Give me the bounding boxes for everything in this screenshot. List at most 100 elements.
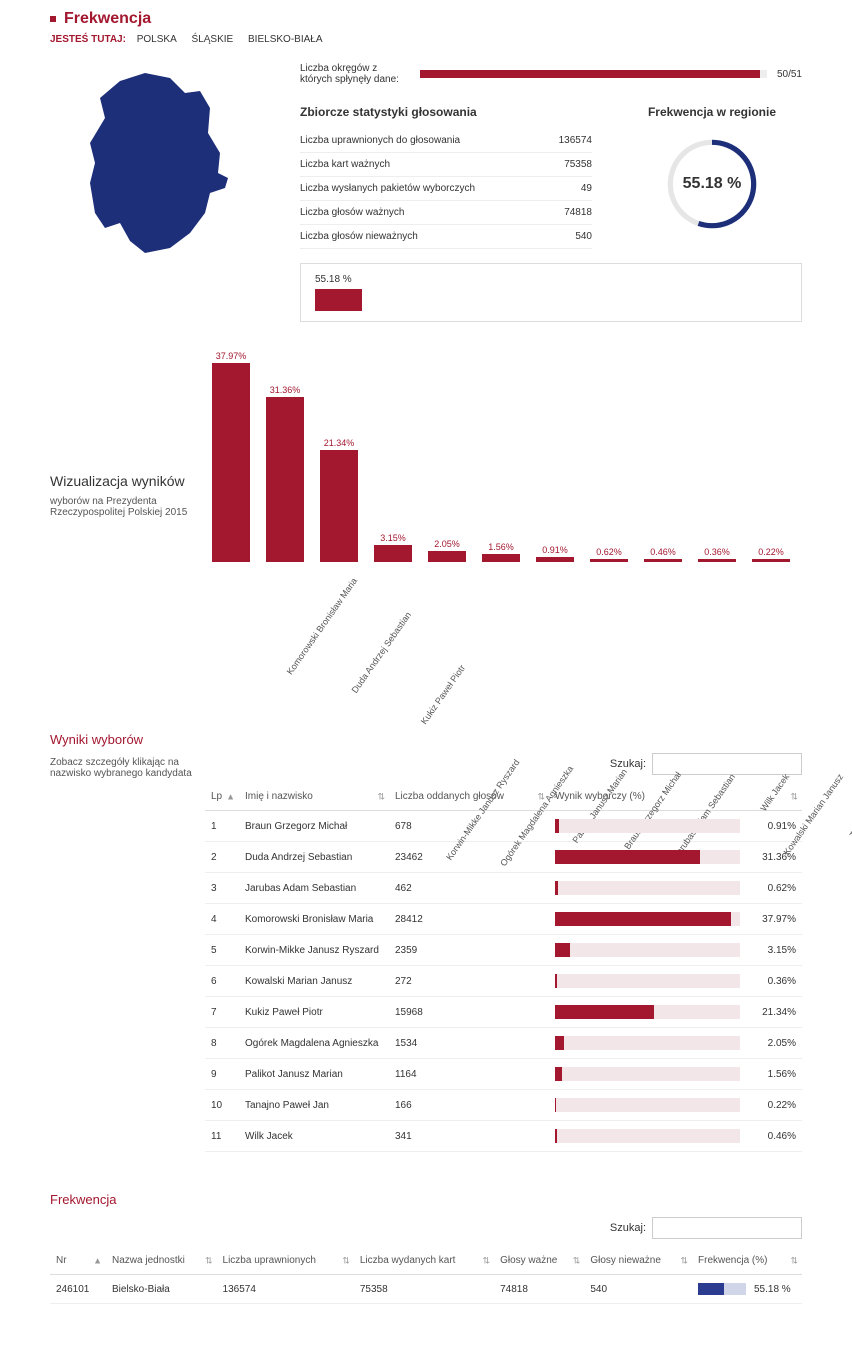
col-eligible[interactable]: Liczba uprawnionych⇅: [217, 1247, 354, 1275]
table-row[interactable]: 5Korwin-Mikke Janusz Ryszard23593.15%: [205, 935, 802, 966]
sort-icon: ⇅: [483, 1258, 491, 1263]
stat-label: Liczba głosów ważnych: [300, 201, 545, 225]
table-row[interactable]: 10Tanajno Paweł Jan1660.22%: [205, 1090, 802, 1121]
bar-value: 0.46%: [650, 547, 676, 557]
cell-valid: 74818: [494, 1275, 584, 1304]
col-freq[interactable]: Frekwencja (%)⇅: [692, 1247, 802, 1275]
cell-name[interactable]: Kowalski Marian Janusz: [239, 966, 389, 997]
breadcrumb-item[interactable]: ŚLĄSKIE: [192, 34, 234, 45]
bar-slot[interactable]: 2.05%Ogórek Magdalena Agnieszka: [420, 539, 474, 562]
bar-slot[interactable]: 0.46%Wilk Jacek: [636, 547, 690, 562]
table-row[interactable]: 1Braun Grzegorz Michał6780.91%: [205, 811, 802, 842]
sort-icon: ⇅: [537, 794, 545, 799]
sort-icon: ⇅: [680, 1258, 688, 1263]
sort-asc-icon: ▲: [226, 794, 235, 799]
voting-stats-title: Zbiorcze statystyki głosowania: [300, 105, 592, 119]
bar-value: 0.22%: [758, 547, 784, 557]
col-pct[interactable]: Wynik wyborczy (%)⇅: [549, 783, 802, 811]
cell-votes: 1534: [389, 1028, 549, 1059]
breadcrumb-item[interactable]: POLSKA: [137, 34, 177, 45]
cell-name[interactable]: Palikot Janusz Marian: [239, 1059, 389, 1090]
bar-rect: [536, 557, 575, 562]
bar-rect: [482, 554, 521, 562]
bar-slot[interactable]: 0.22%Tanajno Paweł Jan: [744, 547, 798, 562]
voting-stats-table: Liczba uprawnionych do głosowania136574L…: [300, 129, 592, 249]
stat-label: Liczba głosów nieważnych: [300, 225, 545, 249]
col-cards[interactable]: Liczba wydanych kart⇅: [354, 1247, 494, 1275]
cell-eligible: 136574: [217, 1275, 354, 1304]
table-row[interactable]: 11Wilk Jacek3410.46%: [205, 1121, 802, 1152]
col-nr[interactable]: Nr▲: [50, 1247, 106, 1275]
bar-slot[interactable]: 0.91%Braun Grzegorz Michał: [528, 545, 582, 562]
bar-rect: [590, 559, 629, 562]
cell-votes: 462: [389, 873, 549, 904]
bar-slot[interactable]: 1.56%Palikot Janusz Marian: [474, 542, 528, 562]
bar-rect: [644, 559, 683, 562]
cell-name[interactable]: Tanajno Paweł Jan: [239, 1090, 389, 1121]
stat-label: Liczba uprawnionych do głosowania: [300, 129, 545, 153]
col-lp[interactable]: Lp▲: [205, 783, 239, 811]
cell-name[interactable]: Braun Grzegorz Michał: [239, 811, 389, 842]
cell-cards: 75358: [354, 1275, 494, 1304]
cell-name[interactable]: Korwin-Mikke Janusz Ryszard: [239, 935, 389, 966]
freq-search-input[interactable]: [652, 1217, 802, 1239]
stat-value: 74818: [545, 201, 592, 225]
cell-pct: 3.15%: [549, 935, 802, 966]
table-row[interactable]: 7Kukiz Paweł Piotr1596821.34%: [205, 997, 802, 1028]
table-row[interactable]: 6Kowalski Marian Janusz2720.36%: [205, 966, 802, 997]
cell-votes: 15968: [389, 997, 549, 1028]
table-row[interactable]: 8Ogórek Magdalena Agnieszka15342.05%: [205, 1028, 802, 1059]
cell-lp: 9: [205, 1059, 239, 1090]
bar-slot[interactable]: 21.34%Kukiz Paweł Piotr: [312, 438, 366, 562]
viz-sub: wyborów na Prezydenta Rzeczypospolitej P…: [50, 496, 200, 518]
cell-name[interactable]: Kukiz Paweł Piotr: [239, 997, 389, 1028]
cell-freq: 55.18 %: [692, 1275, 802, 1304]
bar-value: 0.91%: [542, 545, 568, 555]
cell-name[interactable]: Jarubas Adam Sebastian: [239, 873, 389, 904]
bar-rect: [320, 450, 359, 562]
cell-name[interactable]: Wilk Jacek: [239, 1121, 389, 1152]
table-row[interactable]: 4Komorowski Bronisław Maria2841237.97%: [205, 904, 802, 935]
region-map[interactable]: [50, 63, 250, 263]
sort-icon: ⇅: [790, 1258, 798, 1263]
cell-lp: 8: [205, 1028, 239, 1059]
col-name[interactable]: Imię i nazwisko⇅: [239, 783, 389, 811]
bar-slot[interactable]: 37.97%Komorowski Bronisław Maria: [204, 351, 258, 562]
cell-pct: 0.22%: [549, 1090, 802, 1121]
bar-slot[interactable]: 31.36%Duda Andrzej Sebastian: [258, 385, 312, 562]
title-square-icon: [50, 16, 56, 22]
bar-value: 37.97%: [216, 351, 247, 361]
cell-votes: 1164: [389, 1059, 549, 1090]
col-valid[interactable]: Głosy ważne⇅: [494, 1247, 584, 1275]
col-votes[interactable]: Liczba oddanych głosów⇅: [389, 783, 549, 811]
table-row[interactable]: 9Palikot Janusz Marian11641.56%: [205, 1059, 802, 1090]
cell-name[interactable]: Ogórek Magdalena Agnieszka: [239, 1028, 389, 1059]
cell-name[interactable]: Komorowski Bronisław Maria: [239, 904, 389, 935]
freq-title: Frekwencja: [50, 1192, 802, 1207]
stat-value: 540: [545, 225, 592, 249]
table-row[interactable]: 246101Bielsko-Biała136574753587481854055…: [50, 1275, 802, 1304]
cell-pct: 1.56%: [549, 1059, 802, 1090]
cell-unit[interactable]: Bielsko-Biała: [106, 1275, 217, 1304]
bar-slot[interactable]: 0.36%Kowalski Marian Janusz: [690, 547, 744, 562]
breadcrumb-item[interactable]: BIELSKO-BIAŁA: [248, 34, 322, 45]
search-label: Szukaj:: [610, 758, 646, 770]
bar-value: 31.36%: [270, 385, 301, 395]
region-turnout-title: Frekwencja w regionie: [622, 105, 802, 119]
table-row[interactable]: 3Jarubas Adam Sebastian4620.62%: [205, 873, 802, 904]
col-unit[interactable]: Nazwa jednostki⇅: [106, 1247, 217, 1275]
mini-turnout-bar: [315, 289, 362, 311]
cell-votes: 166: [389, 1090, 549, 1121]
cell-name[interactable]: Duda Andrzej Sebastian: [239, 842, 389, 873]
bar-slot[interactable]: 0.62%Jarubas Adam Sebastian: [582, 547, 636, 562]
col-invalid[interactable]: Głosy nieważne⇅: [584, 1247, 692, 1275]
cell-votes: 28412: [389, 904, 549, 935]
bar-rect: [698, 559, 737, 562]
cell-lp: 6: [205, 966, 239, 997]
page-title: Frekwencja: [64, 10, 151, 28]
stat-value: 49: [545, 177, 592, 201]
results-title: Wyniki wyborów: [50, 732, 802, 747]
bar-slot[interactable]: 3.15%Korwin-Mikke Janusz Ryszard: [366, 533, 420, 562]
sort-icon: ⇅: [342, 1258, 350, 1263]
bar-label: Duda Andrzej Sebastian: [336, 610, 413, 714]
